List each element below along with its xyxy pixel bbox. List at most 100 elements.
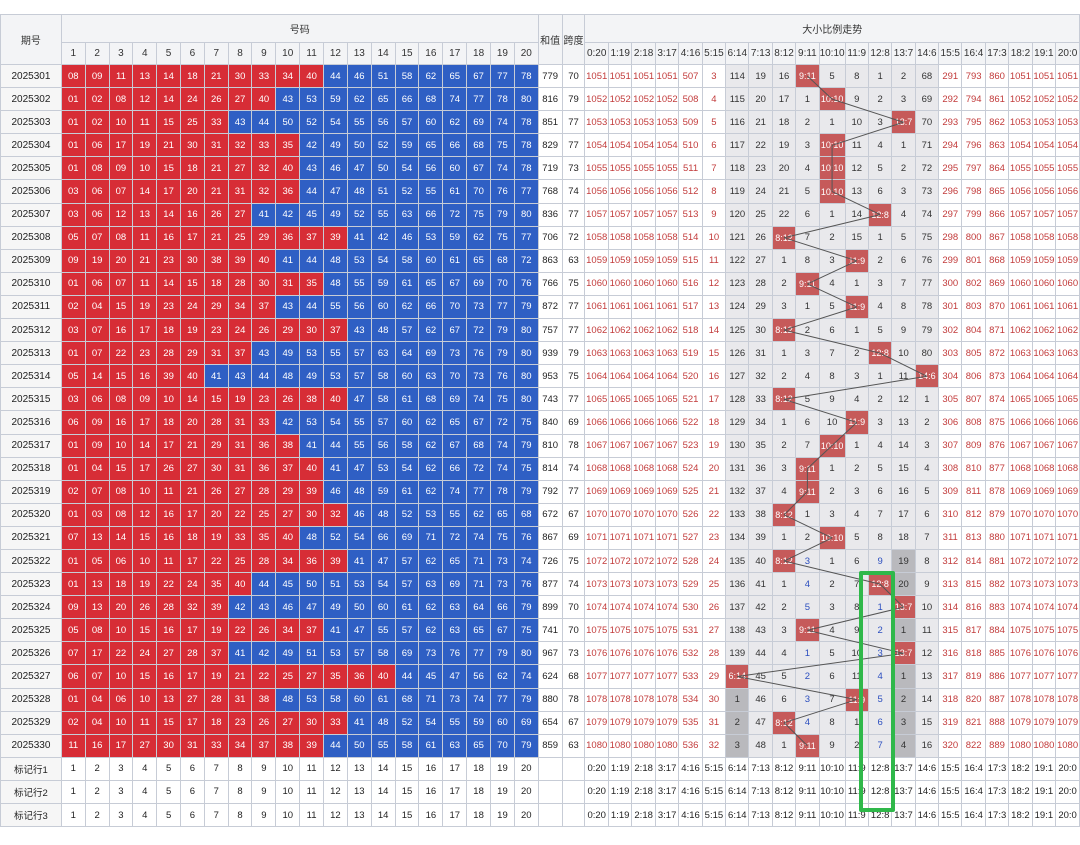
trend-cell: 8 [818,710,846,735]
small-number-cell: 26 [156,456,181,481]
trend-cell: 536 [678,733,703,758]
trend-cell: 1066 [1031,410,1057,435]
small-number-cell: 21 [203,179,229,204]
table-row: 2025313 01 07 22 23 28 29 31 37 43 49 53 55 57 63 64 69 7… [0,341,1080,366]
big-number-cell: 60 [418,248,444,273]
footer-ratio: 9:11 [795,802,820,828]
big-number-cell: 79 [513,595,539,620]
trend-cell: 793 [961,63,986,89]
small-number-cell: 40 [275,525,301,550]
small-number-cell: 06 [84,271,110,296]
small-number-cell: 05 [84,548,110,574]
small-number-cell: 33 [227,525,253,550]
span-cell: 70 [561,595,586,620]
big-number-cell: 74 [490,456,515,481]
trend-cell: 26 [748,225,773,250]
footer-ratio: 20:0 [1055,756,1080,781]
trend-cell: 308 [938,456,963,481]
table-row: 2025308 05 07 08 11 16 17 21 25 29 36 37 39 41 42 46 53 5… [0,225,1080,250]
big-number-cell: 51 [370,63,396,89]
footer-sum-empty [537,756,563,781]
big-number-cell: 58 [394,63,420,89]
big-number-cell: 63 [418,364,444,389]
trend-cell: 1068 [607,456,633,481]
trend-cell: 1059 [607,248,633,273]
trend-cell: 1 [795,294,820,320]
sum-cell: 851 [537,110,563,135]
small-number-cell: 30 [180,248,205,273]
small-number-cell: 10 [108,618,134,643]
trend-cell: 806 [961,364,986,389]
big-number-cell: 47 [346,156,372,181]
trend-cell: 518 [678,318,703,343]
table-row: 2025316 06 09 16 17 18 20 28 31 33 42 53 54 55 57 60 62 6… [0,410,1080,435]
big-number-cell: 62 [466,502,492,527]
span-cell: 77 [561,202,586,227]
trend-cell: 18 [891,525,916,550]
small-number-cell: 29 [275,318,301,343]
trend-cell: 3 [891,710,916,735]
big-number-cell: 75 [513,618,539,643]
trend-cell: 2 [795,664,820,689]
small-number-cell: 39 [227,248,253,273]
trend-cell: 1063 [654,341,680,366]
trend-cell: 121 [725,225,750,250]
small-number-cell: 25 [251,502,277,527]
big-number-cell: 62 [394,294,420,320]
footer-number: 17 [442,779,468,805]
trend-cell: 6 [771,687,797,712]
trend-cell: 10 [891,341,916,366]
big-number-cell: 53 [299,687,324,712]
trend-cell: 12 [844,156,869,181]
big-number-cell: 55 [370,202,396,227]
footer-ratio: 10:10 [818,779,846,805]
trend-cell: 7 [867,502,893,527]
small-number-cell: 02 [60,710,86,735]
big-number-cell: 65 [466,248,492,273]
small-number-cell: 06 [108,548,134,574]
footer-ratio: 6:14 [725,802,750,828]
ratio-column-header: 20:0 [1055,42,1080,65]
trend-cell: 517 [678,294,703,320]
big-number-cell: 52 [323,525,348,550]
trend-cell: 509 [678,110,703,135]
number-column-header: 5 [156,42,181,65]
trend-cell: 20 [701,456,727,481]
big-number-cell: 61 [394,479,420,504]
trend-cell: 1064 [607,364,633,389]
trend-cell: 14:6 [914,364,940,389]
small-number-cell: 19 [180,318,205,343]
number-column-header: 12 [323,42,348,65]
ratio-column-header: 10:10 [818,42,846,65]
trend-cell: 132 [725,479,750,504]
big-number-cell: 42 [370,225,396,250]
small-number-cell: 31 [227,456,253,481]
issue-cell: 2025304 [0,133,62,158]
trend-cell: 11:9 [844,410,869,435]
trend-cell: 812 [961,502,986,527]
trend-cell: 1079 [1008,710,1033,735]
trend-cell: 117 [725,133,750,158]
trend-cell: 313 [938,572,963,597]
big-number-cell: 57 [346,641,372,666]
big-number-cell: 71 [418,525,444,550]
footer-sum-empty [537,802,563,828]
trend-cell: 1073 [1031,572,1057,597]
footer-number: 14 [370,779,396,805]
footer-span-empty [561,756,586,781]
big-number-cell: 44 [251,364,277,389]
big-number-cell: 46 [323,156,348,181]
trend-cell: 1070 [584,502,609,527]
table-row: 2025303 01 02 10 11 15 25 33 43 44 50 52 54 55 56 57 60 6… [0,110,1080,135]
small-number-cell: 07 [84,341,110,366]
trend-cell: 1061 [607,294,633,320]
trend-cell: 1079 [584,710,609,735]
footer-ratio: 18:2 [1008,756,1033,781]
trend-cell: 15 [701,341,727,366]
trend-cell: 871 [984,318,1010,343]
trend-cell: 41 [748,572,773,597]
small-number-cell: 23 [227,710,253,735]
big-number-cell: 55 [323,341,348,366]
trend-cell: 1056 [1008,179,1033,204]
big-number-cell: 48 [323,248,348,273]
